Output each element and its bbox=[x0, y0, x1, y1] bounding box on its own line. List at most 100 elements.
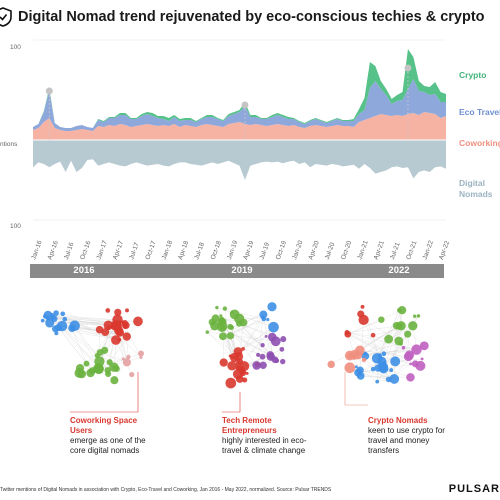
network-edge bbox=[347, 334, 384, 354]
network-edge bbox=[346, 325, 402, 333]
x-tick-label: Apr-18 bbox=[177, 240, 190, 261]
callout-coworking bbox=[70, 372, 139, 413]
network-edge bbox=[239, 323, 273, 357]
network-node bbox=[357, 310, 365, 318]
network-node bbox=[219, 358, 228, 367]
network-node bbox=[54, 331, 59, 336]
network-node bbox=[50, 315, 56, 321]
network-edge bbox=[216, 307, 274, 328]
series-areas bbox=[33, 49, 446, 180]
area-digital-nomads bbox=[33, 140, 446, 180]
axis-middle-label: ntions bbox=[0, 141, 18, 148]
network-node bbox=[133, 316, 143, 327]
x-tick-label: Jul-16 bbox=[63, 241, 76, 260]
network-node bbox=[381, 351, 387, 357]
network-node bbox=[60, 311, 66, 317]
series-labels: Crypto Eco Travel Coworking Digital Noma… bbox=[459, 70, 500, 199]
x-tick-label: Oct-18 bbox=[210, 240, 223, 261]
network-node bbox=[354, 365, 358, 369]
network-edge bbox=[45, 316, 127, 337]
network-node bbox=[77, 369, 87, 379]
network-edge bbox=[243, 348, 271, 357]
shield-icon bbox=[0, 7, 12, 27]
callout-tech bbox=[222, 392, 241, 413]
network-node bbox=[406, 373, 415, 382]
network-node bbox=[268, 321, 279, 333]
network-edge bbox=[100, 352, 127, 363]
network-node bbox=[95, 325, 104, 334]
network-node bbox=[227, 361, 237, 371]
network-edge bbox=[363, 319, 399, 342]
x-tick-label: Jul-18 bbox=[193, 241, 206, 260]
year-label-2016: 2016 bbox=[73, 265, 95, 276]
x-tick-label: Jul-19 bbox=[259, 241, 272, 260]
network-node bbox=[411, 344, 422, 355]
event-marker-3 bbox=[404, 64, 412, 72]
x-tick-label: Oct-21 bbox=[405, 240, 418, 261]
network-graph-3 bbox=[327, 304, 429, 384]
network-node bbox=[260, 342, 265, 348]
network-edge bbox=[224, 308, 264, 320]
network-node bbox=[261, 315, 265, 320]
network-node bbox=[403, 352, 413, 362]
network-node bbox=[40, 318, 45, 323]
network-node bbox=[279, 346, 285, 352]
network-edge bbox=[47, 315, 118, 320]
event-markers bbox=[45, 64, 412, 140]
network-node bbox=[86, 368, 95, 378]
series-label-crypto: Crypto bbox=[459, 70, 486, 80]
x-tick-label: Apr-19 bbox=[242, 240, 255, 261]
network-edge bbox=[124, 325, 129, 358]
network-node bbox=[256, 352, 261, 357]
network-edge bbox=[354, 353, 395, 380]
cluster-caption-tech: Tech Remote Entrepreneurs highly interes… bbox=[222, 416, 314, 456]
network-node bbox=[70, 326, 76, 332]
x-tick-label: Jul-17 bbox=[128, 241, 141, 260]
network-node bbox=[106, 325, 112, 331]
network-node bbox=[110, 376, 119, 385]
x-tick-label: Jan-19 bbox=[226, 239, 240, 260]
network-node bbox=[104, 367, 111, 374]
x-tick-label: Apr-17 bbox=[112, 240, 125, 261]
network-node bbox=[96, 349, 104, 356]
network-node bbox=[53, 310, 59, 316]
x-tick-label: Apr-22 bbox=[438, 240, 451, 261]
year-label-2022: 2022 bbox=[388, 265, 410, 276]
network-node bbox=[360, 304, 365, 309]
network-node bbox=[217, 317, 227, 327]
cluster-caption-crypto: Crypto Nomads keen to use crypto for tra… bbox=[368, 416, 460, 456]
series-label-digital-nomads: Digital Nomads bbox=[459, 178, 493, 199]
x-tick-label: Jan-22 bbox=[422, 239, 436, 260]
page-title: Digital Nomad trend rejuvenated by eco-c… bbox=[18, 9, 485, 25]
network-node bbox=[370, 332, 376, 338]
network-edge bbox=[108, 325, 142, 358]
network-node bbox=[404, 330, 412, 338]
area-coworking bbox=[33, 112, 446, 140]
network-node bbox=[412, 314, 417, 318]
event-marker-1 bbox=[45, 87, 53, 95]
network-node bbox=[401, 345, 406, 350]
network-node bbox=[83, 360, 90, 367]
network-node bbox=[411, 360, 419, 368]
network-node bbox=[235, 361, 242, 367]
network-node bbox=[378, 361, 389, 372]
x-tick-label: Jul-20 bbox=[324, 241, 337, 260]
network-node bbox=[114, 326, 124, 336]
x-tick-label: Jan-18 bbox=[161, 239, 175, 260]
cluster-highlight-crypto: Crypto Nomads bbox=[368, 416, 428, 425]
x-tick-label: Jul-21 bbox=[389, 241, 402, 260]
network-node bbox=[396, 321, 406, 331]
network-node bbox=[389, 368, 394, 373]
network-node bbox=[389, 374, 400, 384]
network-edge bbox=[98, 353, 142, 369]
network-node bbox=[210, 321, 220, 331]
network-edge bbox=[124, 325, 142, 358]
network-edge bbox=[207, 331, 234, 358]
axis-top-value: 100 bbox=[10, 44, 21, 51]
network-node bbox=[370, 366, 376, 372]
x-tick-label: Apr-16 bbox=[47, 240, 60, 261]
title-row: Digital Nomad trend rejuvenated by eco-c… bbox=[0, 5, 485, 29]
network-edge bbox=[105, 321, 139, 333]
network-node bbox=[396, 308, 402, 313]
